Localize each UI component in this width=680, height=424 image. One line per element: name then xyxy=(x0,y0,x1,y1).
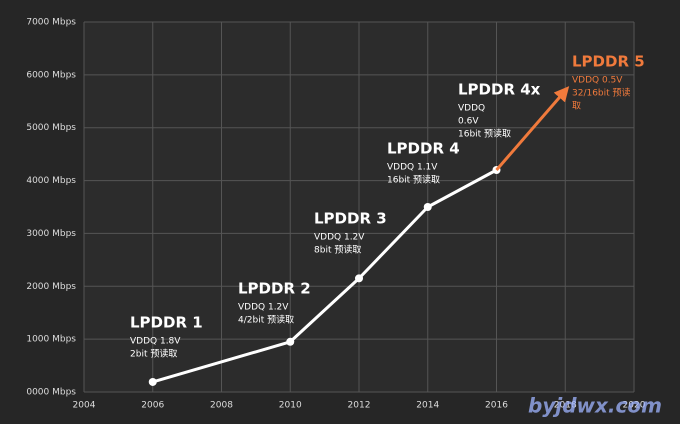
annotation-line: 0.6V xyxy=(458,117,479,127)
annotation-line: 16bit 预读取 xyxy=(458,128,511,140)
x-tick-label: 2006 xyxy=(141,401,164,411)
annotation-title: LPDDR 3 xyxy=(314,210,387,228)
y-tick-label: 2000 Mbps xyxy=(26,282,76,292)
annotation-line: 16bit 预读取 xyxy=(387,174,440,186)
x-tick-label: 2008 xyxy=(210,401,233,411)
y-tick-label: 6000 Mbps xyxy=(26,70,76,80)
annotation-line: VDDQ 0.5V xyxy=(572,76,623,86)
annotation-line: VDDQ 1.2V xyxy=(238,303,289,313)
x-tick-label: 2020 xyxy=(623,401,646,411)
point xyxy=(148,377,157,386)
y-tick-label: 4000 Mbps xyxy=(26,176,76,186)
y-tick-label: 1000 Mbps xyxy=(26,335,76,345)
annotation-title: LPDDR 4 xyxy=(387,140,460,158)
point xyxy=(423,203,432,211)
annotation-line: VDDQ 1.2V xyxy=(314,233,365,243)
point xyxy=(286,337,295,346)
y-tick-label: 7000 Mbps xyxy=(26,18,76,28)
annotation-line: 取 xyxy=(572,101,581,112)
annotation-line: VDDQ 1.1V xyxy=(387,163,438,173)
x-tick-label: 2016 xyxy=(485,401,508,411)
annotation-title: LPDDR 2 xyxy=(238,280,311,298)
annotation-line: 4/2bit 预读取 xyxy=(238,314,294,326)
annotation-title: LPDDR 5 xyxy=(572,53,645,71)
x-tick-label: 2012 xyxy=(348,401,371,411)
x-tick-label: 2004 xyxy=(73,401,96,411)
annotation-line: VDDQ 1.8V xyxy=(130,337,181,347)
x-tick-label: 2018 xyxy=(554,401,577,411)
annotation-title: LPDDR 4x xyxy=(458,81,541,99)
x-tick-label: 2010 xyxy=(279,401,302,411)
arrow xyxy=(495,86,570,171)
x-tick-label: 2014 xyxy=(416,401,439,411)
annotation-line: VDDQ xyxy=(458,104,485,114)
y-tick-label: 5000 Mbps xyxy=(26,123,76,133)
point xyxy=(355,274,363,283)
annotation-title: LPDDR 1 xyxy=(130,314,203,332)
y-tick-label: 0000 Mbps xyxy=(26,388,76,398)
annotation-line: 2bit 预读取 xyxy=(130,348,177,360)
watermark: byjdwx.com xyxy=(528,394,662,418)
y-tick-label: 3000 Mbps xyxy=(26,229,76,239)
annotation-line: 8bit 预读取 xyxy=(314,244,361,256)
annotation-line: 32/16bit 预读 xyxy=(572,87,631,99)
